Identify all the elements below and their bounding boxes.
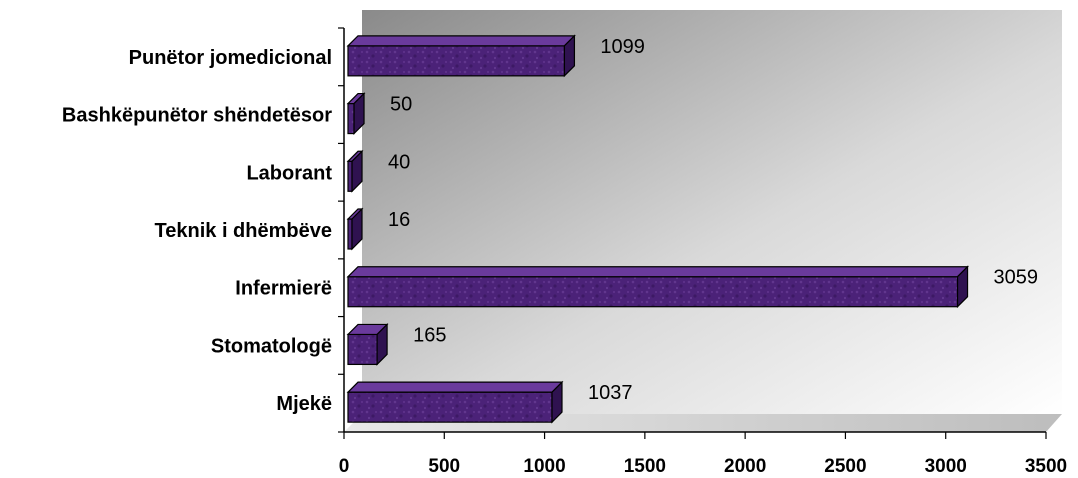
bar-side — [351, 149, 363, 193]
bar — [347, 391, 553, 423]
back-wall — [362, 10, 1062, 414]
category-label: Punëtor jomedicional — [129, 47, 332, 69]
bar — [347, 102, 355, 135]
x-tick-label: 2500 — [824, 456, 866, 477]
bar-top — [346, 35, 576, 47]
axes — [338, 27, 1047, 439]
x-tick-label: 0 — [339, 456, 350, 477]
category-label: Teknik i dhëmbëve — [155, 220, 332, 242]
data-label: 165 — [413, 324, 446, 346]
bar-top — [346, 266, 969, 278]
category-label: Laborant — [246, 162, 332, 184]
bar — [347, 45, 566, 77]
x-tick-label: 1500 — [624, 456, 666, 477]
bar-side — [551, 380, 563, 424]
bar-side — [351, 207, 363, 251]
data-label: 50 — [390, 94, 412, 116]
x-tick-label: 1000 — [523, 456, 565, 477]
category-label: Bashkëpunëtor shëndetësor — [62, 105, 332, 127]
x-tick-label: 3000 — [925, 456, 967, 477]
bars — [346, 34, 969, 424]
bar-side — [376, 322, 388, 366]
bar — [347, 333, 378, 366]
x-tick-label: 3500 — [1025, 456, 1067, 477]
bar — [347, 160, 353, 192]
data-label: 1099 — [600, 36, 645, 58]
bar-side — [563, 34, 576, 78]
bar — [347, 276, 959, 308]
labels: 0 500 1000 1500 2000 2500 3000 3500 Punëtor jome… — [62, 36, 1067, 477]
bar-side — [956, 265, 969, 309]
category-label: Stomatologë — [211, 335, 332, 357]
bar-side — [353, 92, 365, 136]
bar-top — [346, 381, 564, 393]
category-label: Mjekë — [276, 393, 332, 415]
category-label: Infermierë — [235, 278, 332, 300]
x-tick-label: 2000 — [724, 456, 766, 477]
data-label: 16 — [388, 209, 410, 231]
data-label: 3059 — [994, 267, 1039, 289]
x-tick-label: 500 — [428, 456, 460, 477]
data-label: 1037 — [588, 382, 633, 404]
data-label: 40 — [388, 151, 410, 173]
